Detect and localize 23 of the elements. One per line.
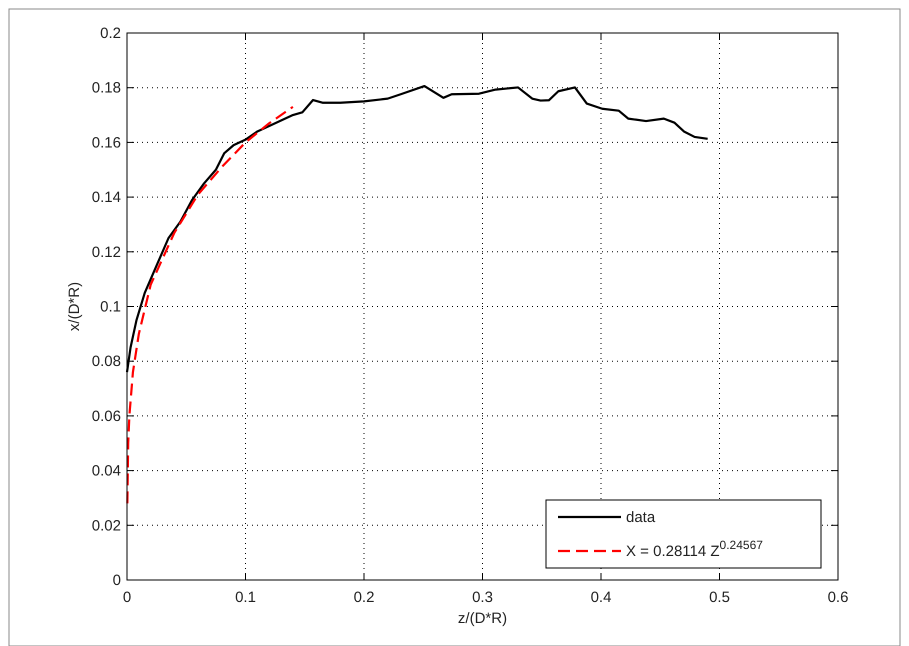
x-tick-label: 0.5	[709, 589, 730, 606]
y-tick-label: 0.12	[92, 244, 121, 261]
legend-label: data	[626, 509, 656, 526]
y-tick-label: 0.18	[92, 80, 121, 97]
y-tick-label: 0.04	[92, 462, 121, 480]
legend-label: X = 0.28114 Z$^{0.24567}$	[626, 538, 764, 560]
y-tick-label: 0	[112, 572, 121, 589]
x-tick-label: 0	[122, 589, 132, 606]
y-tick-label: 0.14	[92, 189, 121, 206]
y-tick-label: 0.08	[92, 353, 121, 370]
y-tick-label: 0.1	[100, 298, 121, 316]
y-tick-label: 0.02	[92, 517, 121, 534]
x-axis-title: z/(D*R)	[458, 610, 508, 627]
y-tick-label: 0.2	[100, 25, 121, 42]
y-axis-title: x/(D*R)	[66, 282, 83, 332]
x-tick-label: 0.3	[472, 589, 493, 606]
y-tick-label: 0.06	[92, 408, 121, 425]
y-tick-label: 0.16	[92, 134, 121, 152]
x-tick-label: 0.4	[590, 589, 612, 606]
x-tick-label: 0.2	[354, 589, 374, 606]
x-tick-label: 0.1	[235, 589, 256, 606]
line-series	[126, 106, 294, 505]
x-tick-label: 0.6	[828, 589, 848, 606]
